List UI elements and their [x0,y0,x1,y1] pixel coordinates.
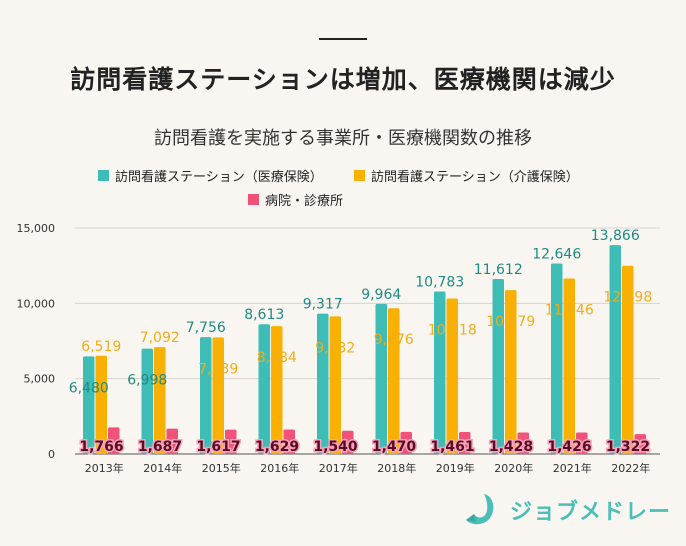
data-label-hospital: 1,322 [606,439,650,455]
data-label-hospital: 1,540 [313,439,358,455]
data-label-hospital: 1,426 [547,439,591,455]
x-tick-label: 2022年 [611,461,650,475]
legend-swatch [248,194,259,205]
y-tick-label: 5,000 [24,373,56,386]
x-tick-label: 2014年 [143,461,182,475]
y-tick-label: 15,000 [17,222,56,235]
x-tick-label: 2021年 [553,461,592,475]
x-tick-label: 2018年 [377,461,416,475]
data-label: 11,612 [474,262,523,278]
x-tick-label: 2020年 [494,461,533,475]
data-label-hospital: 1,461 [430,439,474,455]
data-label: 8,613 [244,307,284,323]
data-label: 6,998 [127,373,167,389]
data-label: 13,866 [591,228,640,244]
legend-swatch [354,170,365,181]
data-label-hospital: 1,629 [255,439,299,455]
bar-medical [200,337,212,454]
bar-medical [492,279,504,454]
data-label: 6,519 [81,339,121,355]
logo-mark-icon [466,494,494,525]
y-tick-label: 0 [48,448,55,461]
x-tick-label: 2019年 [436,461,475,475]
legend-label: 訪問看護ステーション（介護保険） [371,170,579,185]
data-label: 9,132 [315,340,355,356]
data-label: 7,092 [140,330,180,346]
bar-care [329,316,341,454]
bar-hospital [108,427,120,454]
bar-hospital [517,432,529,454]
x-tick-label: 2013年 [85,461,124,475]
bar-medical [551,263,563,454]
bar-hospital [166,428,178,454]
data-label: 10,879 [486,314,535,330]
bar-care [563,278,575,454]
bar-care [95,355,107,454]
data-label: 12,498 [603,290,652,306]
bar-care [388,308,400,454]
bar-care [212,337,224,454]
data-label: 8,484 [257,350,297,366]
legend-swatch [98,170,109,181]
data-label-hospital: 1,470 [372,439,417,455]
x-tick-label: 2016年 [260,461,299,475]
data-label-hospital: 1,687 [138,439,182,455]
data-label: 9,964 [361,287,401,303]
x-tick-label: 2017年 [319,461,358,475]
bar-hospital [400,431,412,454]
data-label: 7,739 [198,361,238,377]
bar-medical [258,324,270,454]
bar-care [622,265,634,454]
data-label: 7,756 [186,320,226,336]
title-rule [319,38,367,40]
bar-medical [434,291,446,454]
legend-item-medical-insurance: 訪問看護ステーション（医療保険） [98,166,323,185]
bar-medical [609,245,621,454]
bar-care [446,298,458,454]
bar-care [505,290,517,454]
headline: 訪問看護ステーションは増加、医療機関は減少 [70,65,616,94]
bar-medical [375,303,387,454]
bar-care [271,326,283,454]
bar-medical [141,348,153,454]
data-label: 10,783 [415,275,464,291]
data-label: 12,646 [532,246,581,262]
legend-label: 病院・診療所 [265,194,344,209]
bar-care [154,347,166,454]
chart-title: 訪問看護を実施する事業所・医療機関数の推移 [154,128,532,149]
legend-label: 訪問看護ステーション（医療保険） [115,170,323,185]
bar-hospital [283,429,295,454]
bar-medical [83,356,95,454]
legend-item-care-insurance: 訪問看護ステーション（介護保険） [354,166,579,185]
x-tick-label: 2015年 [202,461,241,475]
data-label: 10,318 [428,323,477,339]
bar-hospital [576,432,588,454]
data-label: 11,646 [545,303,594,319]
logo: ジョブメドレー [464,492,671,528]
data-label-hospital: 1,766 [79,439,123,455]
bar-medical [317,313,329,454]
data-label: 9,317 [303,297,343,313]
y-tick-label: 10,000 [17,297,56,310]
bar-hospital [634,434,646,454]
data-label: 9,676 [374,332,414,348]
logo-text: ジョブメドレー [510,500,672,525]
bar-hospital [225,429,237,454]
bar-hospital [342,430,354,454]
bar-hospital [459,431,471,454]
legend-item-hospitals: 病院・診療所 [248,190,343,209]
data-label: 6,480 [69,380,109,396]
data-label-hospital: 1,617 [196,439,240,455]
data-label-hospital: 1,428 [489,439,533,455]
